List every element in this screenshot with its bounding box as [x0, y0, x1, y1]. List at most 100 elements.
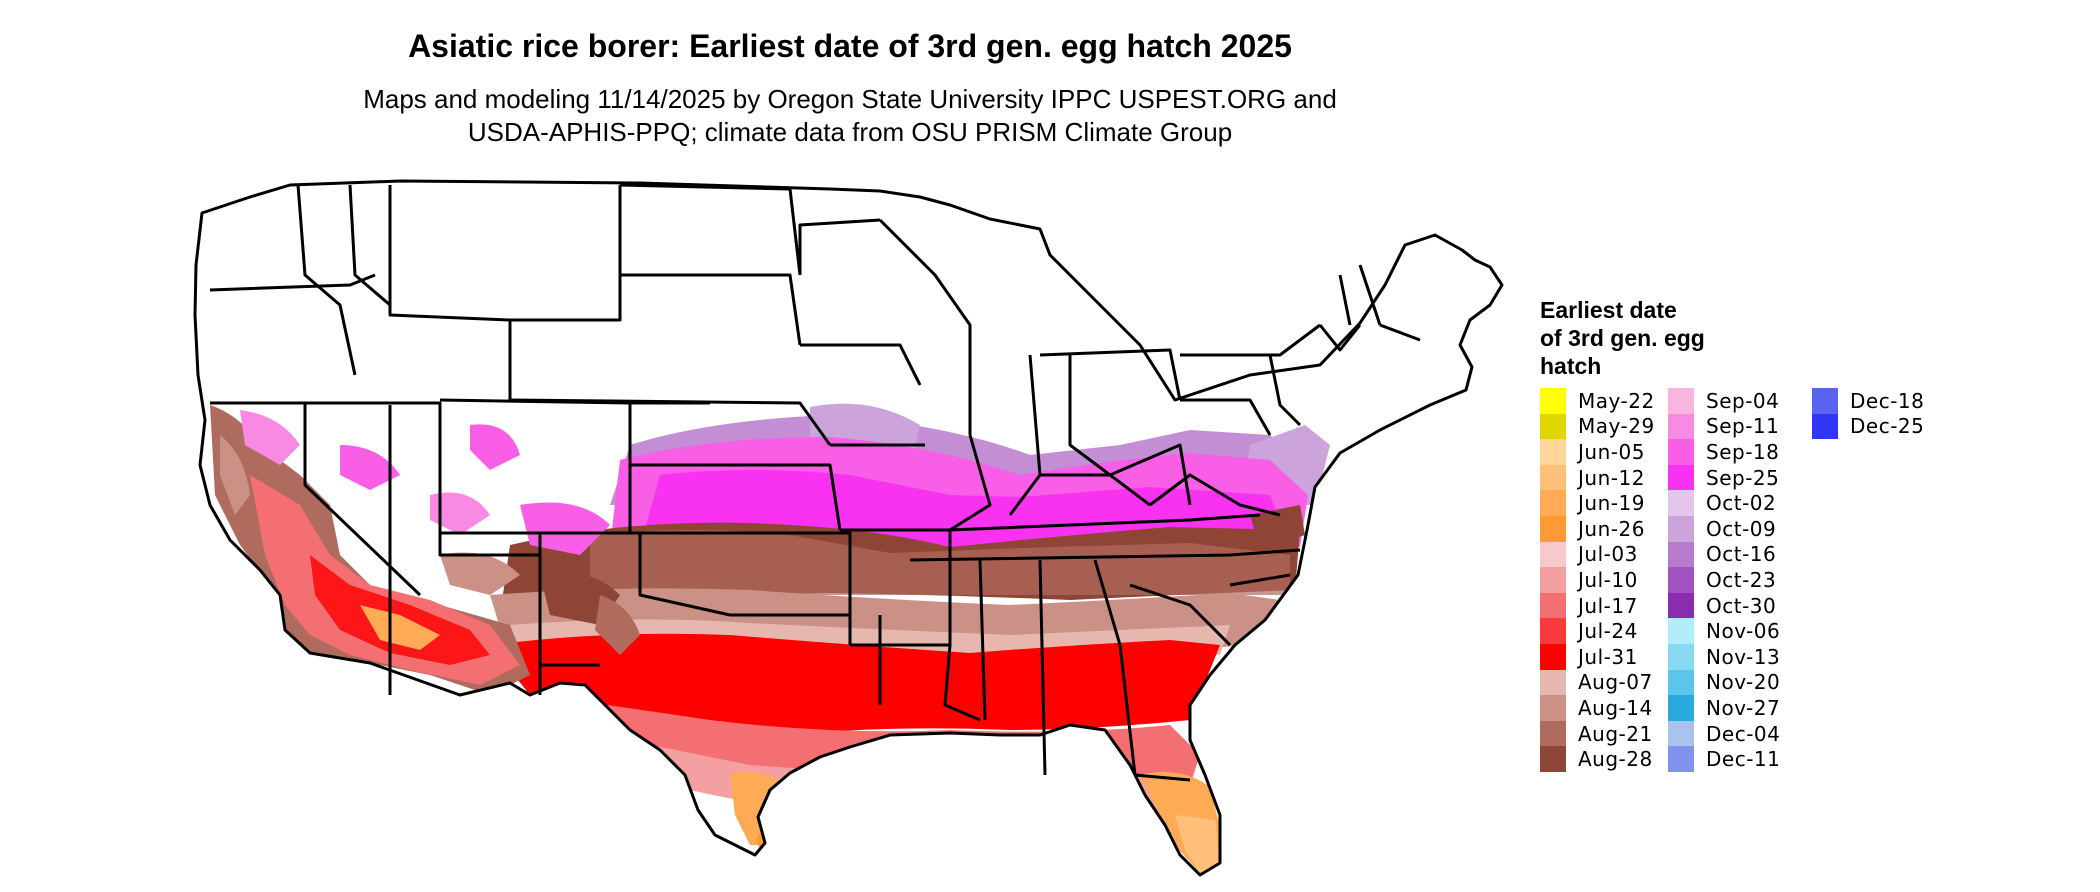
legend-label: Dec-11: [1706, 747, 1781, 772]
legend-item: Sep-04: [1668, 388, 1780, 414]
legend-label: Sep-11: [1706, 414, 1780, 439]
legend-label: Oct-02: [1706, 491, 1777, 516]
legend-swatch: [1540, 439, 1566, 465]
legend-label: Dec-18: [1850, 388, 1925, 413]
legend-item: Oct-09: [1668, 515, 1780, 542]
legend-label: Oct-30: [1706, 593, 1777, 618]
legend-item: Dec-18: [1812, 388, 1924, 414]
legend-label: Aug-21: [1578, 721, 1653, 746]
legend-label: Aug-28: [1578, 747, 1653, 772]
legend-swatch: [1540, 643, 1566, 670]
legend-label: Jul-03: [1578, 542, 1638, 567]
legend-item: Jul-10: [1540, 567, 1655, 593]
legend-swatch: [1668, 439, 1694, 465]
legend-label: Oct-09: [1706, 516, 1777, 541]
legend-item: Jul-17: [1540, 592, 1655, 619]
legend-swatch: [1812, 388, 1838, 414]
legend-swatch: [1668, 413, 1694, 440]
legend-swatch: [1812, 413, 1838, 440]
legend-label: Aug-07: [1578, 670, 1653, 695]
legend-swatch: [1540, 541, 1566, 568]
legend-item: Jun-26: [1540, 515, 1655, 542]
legend-item: Aug-07: [1540, 669, 1655, 696]
legend-swatch: [1668, 643, 1694, 670]
legend-label: Nov-13: [1706, 644, 1781, 669]
legend-label: Sep-18: [1706, 439, 1780, 464]
legend-swatch: [1668, 695, 1694, 721]
legend-swatch: [1668, 720, 1694, 747]
legend-swatch: [1668, 567, 1694, 593]
legend-title: Earliest date of 3rd gen. egg hatch: [1540, 296, 1780, 380]
legend-swatch: [1668, 464, 1694, 491]
legend-label: Nov-27: [1706, 695, 1781, 720]
legend-swatch: [1540, 720, 1566, 747]
legend-column: May-22 May-29 Jun-05 Jun-12 Jun-19 Jun-26 Jul-…: [1540, 388, 1655, 772]
legend-item: Sep-25: [1668, 464, 1780, 491]
legend-swatch: [1668, 669, 1694, 696]
legend-item: Dec-11: [1668, 746, 1780, 772]
legend-label: May-29: [1578, 414, 1655, 439]
legend-item: Aug-21: [1540, 720, 1655, 747]
legend-item: Dec-04: [1668, 720, 1781, 747]
map-subtitle-line-2: USDA-APHIS-PPQ; climate data from OSU PR…: [467, 117, 1233, 147]
legend-item: May-29: [1540, 413, 1655, 440]
legend-label: Nov-06: [1706, 619, 1781, 644]
legend-swatch: [1668, 618, 1694, 644]
map-subtitle-line-1: Maps and modeling 11/14/2025 by Oregon S…: [363, 84, 1337, 114]
legend-item: Nov-06: [1668, 618, 1780, 644]
legend-label: Oct-16: [1706, 542, 1777, 567]
legend-label: Oct-23: [1706, 567, 1777, 592]
legend-label: Sep-04: [1706, 388, 1780, 413]
legend-item: Jun-05: [1540, 439, 1655, 465]
legend-swatch: [1540, 592, 1566, 619]
legend-swatch: [1668, 541, 1694, 568]
legend-item: Nov-20: [1668, 669, 1781, 696]
legend-item: Sep-18: [1668, 439, 1780, 465]
state-boundaries: [193, 179, 1504, 877]
legend-column: Dec-18 Dec-25: [1812, 388, 1925, 440]
legend-swatch: [1540, 695, 1566, 721]
legend-label: Jul-24: [1578, 619, 1638, 644]
legend-label: Dec-25: [1850, 414, 1925, 439]
legend-label: Jul-31: [1578, 644, 1638, 669]
legend-column: Sep-04 Sep-11 Sep-18 Sep-25 Oct-02 Oct-09 Oct-…: [1668, 388, 1780, 772]
legend-item: Aug-28: [1540, 746, 1655, 772]
legend-item: Sep-11: [1668, 413, 1780, 440]
legend-item: Oct-30: [1668, 592, 1780, 619]
map-title: Asiatic rice borer: Earliest date of 3rd…: [408, 28, 1292, 64]
legend-swatch: [1668, 515, 1694, 542]
legend-item: Jul-31: [1540, 643, 1655, 670]
legend-label: Aug-14: [1578, 695, 1653, 720]
legend-label: Nov-20: [1706, 670, 1781, 695]
legend-item: Aug-14: [1540, 695, 1655, 721]
legend-label: Jul-17: [1578, 593, 1638, 618]
legend-item: Jul-24: [1540, 618, 1655, 644]
legend-label: Dec-04: [1706, 721, 1781, 746]
legend-swatch: [1540, 388, 1566, 414]
legend-label: Jun-05: [1578, 439, 1645, 464]
legend-swatch: [1540, 490, 1566, 516]
legend-item: Dec-25: [1812, 413, 1925, 440]
legend-swatch: [1668, 388, 1694, 414]
legend-label: Jun-26: [1578, 516, 1645, 541]
legend-title-line: hatch: [1540, 353, 1602, 379]
legend-item: Oct-16: [1668, 541, 1780, 568]
legend-label: Jun-12: [1578, 465, 1645, 490]
legend-item: Jun-19: [1540, 490, 1655, 516]
legend-swatch: [1540, 413, 1566, 440]
legend-title-line: of 3rd gen. egg: [1540, 325, 1705, 351]
legend-swatch: [1540, 515, 1566, 542]
legend-swatch: [1540, 669, 1566, 696]
legend-item: May-22: [1540, 388, 1655, 414]
legend-swatch: [1540, 746, 1566, 772]
legend-swatch: [1540, 567, 1566, 593]
legend-item: Jun-12: [1540, 464, 1655, 491]
colored-date-zones: [210, 403, 1330, 875]
legend-item: Nov-13: [1668, 643, 1781, 670]
legend-swatch: [1668, 490, 1694, 516]
us-degree-day-map: [193, 179, 1504, 877]
legend-swatch: [1540, 618, 1566, 644]
legend-label: Jun-19: [1578, 491, 1645, 516]
legend-swatch: [1668, 592, 1694, 619]
legend-swatch: [1540, 464, 1566, 491]
